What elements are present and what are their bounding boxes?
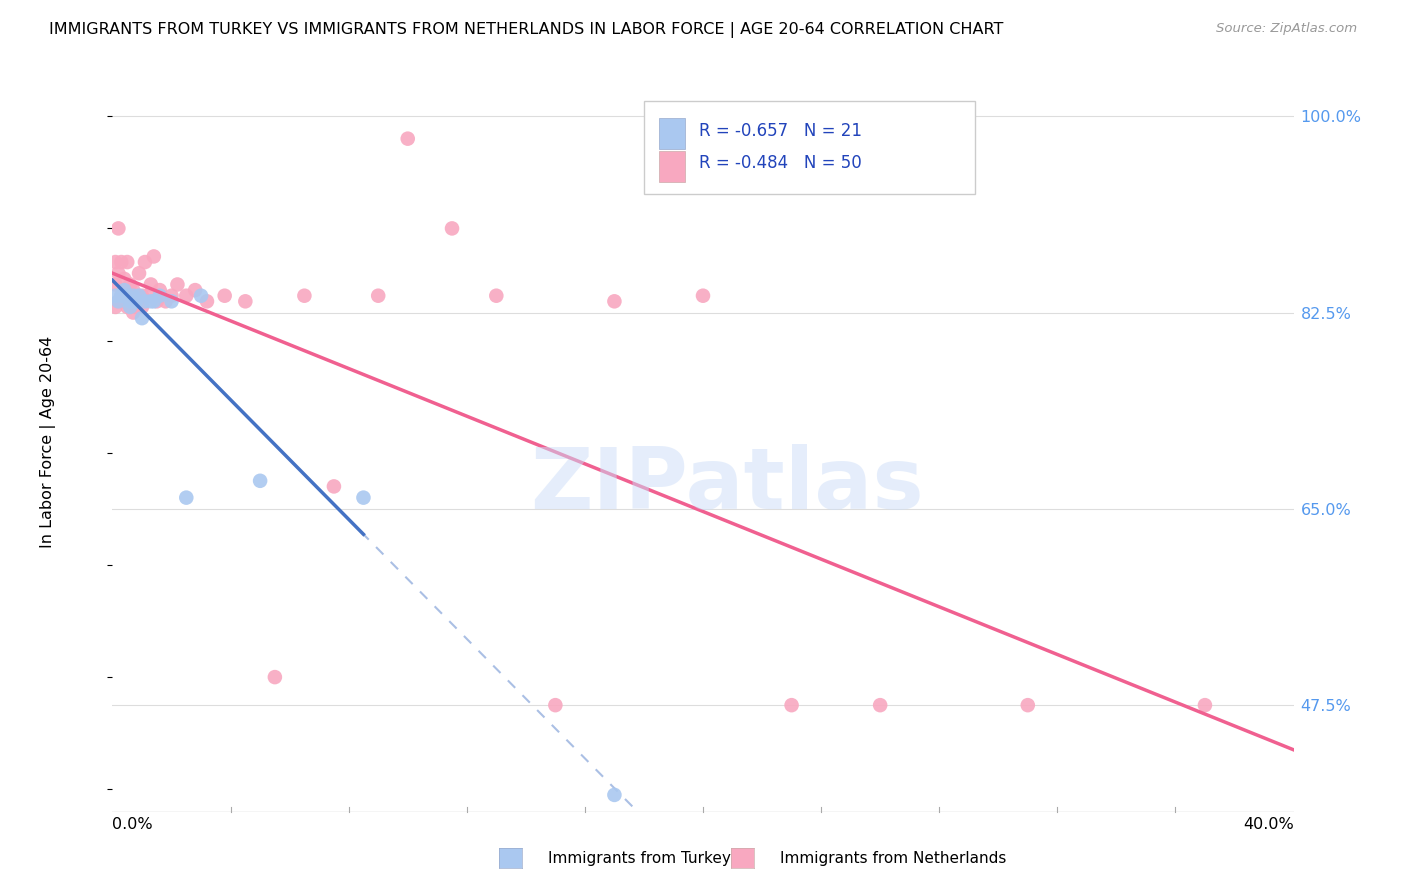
Point xyxy=(174,491,197,505)
Point xyxy=(117,289,138,303)
Text: Immigrants from Turkey: Immigrants from Turkey xyxy=(548,851,731,865)
Point xyxy=(692,289,714,303)
Point xyxy=(139,277,162,292)
Point xyxy=(120,277,142,292)
Point xyxy=(174,289,197,303)
Point xyxy=(146,294,169,309)
Point xyxy=(131,289,153,303)
Text: R = -0.484   N = 50: R = -0.484 N = 50 xyxy=(699,154,862,172)
Point xyxy=(107,294,129,309)
Point xyxy=(190,289,212,303)
Point xyxy=(155,294,177,309)
Point xyxy=(110,289,132,303)
Point xyxy=(128,266,150,280)
Point xyxy=(104,255,127,269)
Point xyxy=(367,289,389,303)
Point xyxy=(125,294,148,309)
Point xyxy=(352,491,374,505)
Text: In Labor Force | Age 20-64: In Labor Force | Age 20-64 xyxy=(39,335,55,548)
Point xyxy=(117,255,138,269)
Point xyxy=(136,289,159,303)
FancyBboxPatch shape xyxy=(644,101,974,194)
Point xyxy=(110,289,132,303)
Point xyxy=(1194,698,1216,713)
Point xyxy=(122,305,145,319)
Point xyxy=(131,300,153,314)
Point xyxy=(214,289,236,303)
Point xyxy=(166,277,188,292)
Point xyxy=(134,294,156,309)
FancyBboxPatch shape xyxy=(659,151,685,182)
Point xyxy=(869,698,891,713)
Point xyxy=(485,289,508,303)
Point xyxy=(441,221,464,235)
Point xyxy=(120,300,142,314)
Point xyxy=(292,289,315,303)
Point xyxy=(107,266,129,280)
Point xyxy=(120,294,142,309)
Text: 40.0%: 40.0% xyxy=(1243,817,1294,832)
Point xyxy=(139,294,162,309)
Point xyxy=(120,300,142,314)
Point xyxy=(112,283,135,297)
Point xyxy=(104,289,127,303)
Point xyxy=(195,294,218,309)
Text: ZIPatlas: ZIPatlas xyxy=(530,444,924,527)
Point xyxy=(544,698,567,713)
Point xyxy=(117,300,138,314)
Point xyxy=(122,289,145,303)
Point xyxy=(396,131,419,145)
Point xyxy=(160,289,183,303)
Point xyxy=(107,294,129,309)
Point xyxy=(112,294,135,309)
Text: IMMIGRANTS FROM TURKEY VS IMMIGRANTS FROM NETHERLANDS IN LABOR FORCE | AGE 20-64: IMMIGRANTS FROM TURKEY VS IMMIGRANTS FRO… xyxy=(49,22,1004,38)
Point xyxy=(134,255,156,269)
Point xyxy=(107,221,129,235)
Point xyxy=(104,277,127,292)
Point xyxy=(264,670,287,684)
Point xyxy=(184,283,207,297)
Point xyxy=(128,289,150,303)
FancyBboxPatch shape xyxy=(659,118,685,149)
Point xyxy=(110,255,132,269)
Point xyxy=(117,283,138,297)
Text: 0.0%: 0.0% xyxy=(112,817,153,832)
Point xyxy=(125,300,148,314)
Point xyxy=(112,272,135,286)
Point xyxy=(780,698,803,713)
Point xyxy=(603,788,626,802)
Point xyxy=(149,289,172,303)
Point xyxy=(233,294,256,309)
Point xyxy=(131,311,153,326)
Point xyxy=(142,294,165,309)
Point xyxy=(122,283,145,297)
Point xyxy=(125,289,148,303)
Point xyxy=(603,294,626,309)
Point xyxy=(323,479,346,493)
Point xyxy=(249,474,271,488)
Point xyxy=(149,283,172,297)
Point xyxy=(1017,698,1039,713)
Text: Immigrants from Netherlands: Immigrants from Netherlands xyxy=(780,851,1007,865)
Point xyxy=(142,250,165,264)
Point xyxy=(104,300,127,314)
Text: Source: ZipAtlas.com: Source: ZipAtlas.com xyxy=(1216,22,1357,36)
Point xyxy=(160,294,183,309)
Text: R = -0.657   N = 21: R = -0.657 N = 21 xyxy=(699,121,862,140)
